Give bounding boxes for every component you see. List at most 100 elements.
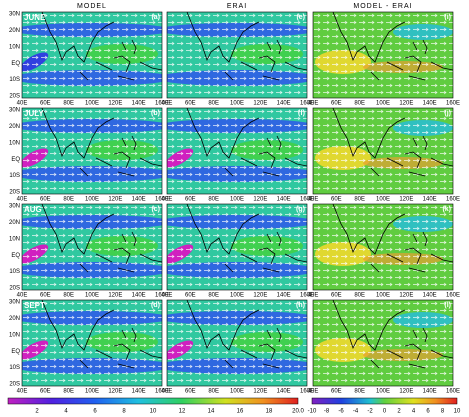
coastline xyxy=(41,108,162,177)
x-axis-label: 120E xyxy=(108,197,122,203)
x-axis-label: 140E xyxy=(132,389,146,395)
y-axis-label: 10N xyxy=(9,236,20,242)
panel-frame xyxy=(21,107,163,195)
wind-vectors xyxy=(167,12,307,98)
x-axis-label: 140E xyxy=(132,197,146,203)
wind-vectors xyxy=(313,108,453,194)
colorbar-label: 12 xyxy=(179,409,186,415)
x-axis-label: 120E xyxy=(253,101,267,107)
colorbar-label: 4 xyxy=(412,409,416,415)
colorbar-label: 6 xyxy=(426,409,430,415)
panel-label: (g) xyxy=(296,206,305,213)
x-axis-label: 120E xyxy=(399,197,413,203)
x-axis-label: 40E xyxy=(162,293,173,299)
x-axis-label: 80E xyxy=(354,293,365,299)
x-axis-label: 120E xyxy=(399,389,413,395)
x-axis-label: 80E xyxy=(208,197,219,203)
x-axis-label: 60E xyxy=(331,101,342,107)
map-panel xyxy=(167,108,307,194)
coastline xyxy=(186,108,307,177)
wind-vectors xyxy=(313,300,453,386)
y-axis-label: 30N xyxy=(9,12,20,18)
x-axis-label: 160E xyxy=(446,389,460,395)
panel-frame xyxy=(21,11,163,99)
coastline xyxy=(41,300,162,369)
coastline xyxy=(332,12,453,81)
x-axis-label: 140E xyxy=(132,101,146,107)
colorbar-label: -10 xyxy=(308,409,317,415)
colorbar-label: -6 xyxy=(338,409,344,415)
y-axis-label: EQ xyxy=(11,157,20,163)
wind-vectors xyxy=(167,204,307,290)
x-axis-label: 100E xyxy=(376,389,390,395)
coastline xyxy=(186,204,307,273)
panel-frame xyxy=(21,299,163,387)
x-axis-label: 140E xyxy=(132,293,146,299)
column-title: MODEL - ERAI xyxy=(353,3,412,10)
x-axis-label: 80E xyxy=(63,293,74,299)
panel-frame xyxy=(312,107,454,195)
x-axis-label: 100E xyxy=(85,197,99,203)
y-axis-label: 20S xyxy=(9,382,20,388)
panel-label: (j) xyxy=(444,110,451,117)
x-axis-label: 140E xyxy=(423,389,437,395)
map-panel xyxy=(313,204,453,290)
panel-label: (l) xyxy=(444,302,451,309)
panel-frame xyxy=(166,299,308,387)
x-axis-label: 160E xyxy=(155,293,169,299)
colorbar-label: 4 xyxy=(64,409,68,415)
colorbar-label: 16 xyxy=(237,409,244,415)
y-axis-label: 10N xyxy=(9,140,20,146)
coastline xyxy=(332,300,453,369)
colorbar-label: 2 xyxy=(35,409,39,415)
x-axis-label: 120E xyxy=(399,293,413,299)
y-axis-label: 10S xyxy=(9,77,20,83)
x-axis-label: 60E xyxy=(331,293,342,299)
column-title: ERAI xyxy=(227,3,247,10)
x-axis-label: 60E xyxy=(185,389,196,395)
colorbar-label: 8 xyxy=(122,409,126,415)
y-axis-label: 10N xyxy=(9,332,20,338)
panel-label: (d) xyxy=(151,302,160,309)
x-axis-label: 100E xyxy=(85,389,99,395)
wind-vectors xyxy=(22,12,162,98)
x-axis-label: 160E xyxy=(300,197,314,203)
wind-vectors xyxy=(167,108,307,194)
x-axis-label: 60E xyxy=(331,389,342,395)
x-axis-label: 160E xyxy=(300,293,314,299)
colorbar-label: 8 xyxy=(441,409,445,415)
x-axis-label: 160E xyxy=(155,197,169,203)
x-axis-label: 40E xyxy=(17,389,28,395)
month-label: JUNE xyxy=(24,13,46,22)
x-axis-label: 140E xyxy=(423,101,437,107)
x-axis-label: 120E xyxy=(253,293,267,299)
coastline xyxy=(186,300,307,369)
x-axis-label: 80E xyxy=(63,197,74,203)
map-panel xyxy=(313,108,453,194)
x-axis-label: 160E xyxy=(155,389,169,395)
colorbar-left xyxy=(7,397,299,405)
x-axis-label: 40E xyxy=(308,101,319,107)
map-panel xyxy=(167,204,307,290)
colorbar-label: 18 xyxy=(266,409,273,415)
x-axis-label: 80E xyxy=(208,293,219,299)
x-axis-label: 100E xyxy=(230,389,244,395)
x-axis-label: 160E xyxy=(300,389,314,395)
y-axis-label: EQ xyxy=(11,349,20,355)
month-label: SEPT xyxy=(24,301,45,310)
y-axis-label: 20S xyxy=(9,190,20,196)
x-axis-label: 100E xyxy=(230,101,244,107)
map-panel xyxy=(167,300,307,386)
coastline xyxy=(332,108,453,177)
colorbar-label: 2 xyxy=(397,409,401,415)
month-label: AUG xyxy=(24,205,42,214)
panel-frame xyxy=(312,299,454,387)
x-axis-label: 80E xyxy=(63,101,74,107)
x-axis-label: 80E xyxy=(208,101,219,107)
x-axis-label: 120E xyxy=(399,101,413,107)
colorbar-label: 0 xyxy=(383,409,387,415)
panel-frame xyxy=(166,203,308,291)
x-axis-label: 160E xyxy=(446,101,460,107)
x-axis-label: 60E xyxy=(40,197,51,203)
x-axis-label: 140E xyxy=(423,197,437,203)
